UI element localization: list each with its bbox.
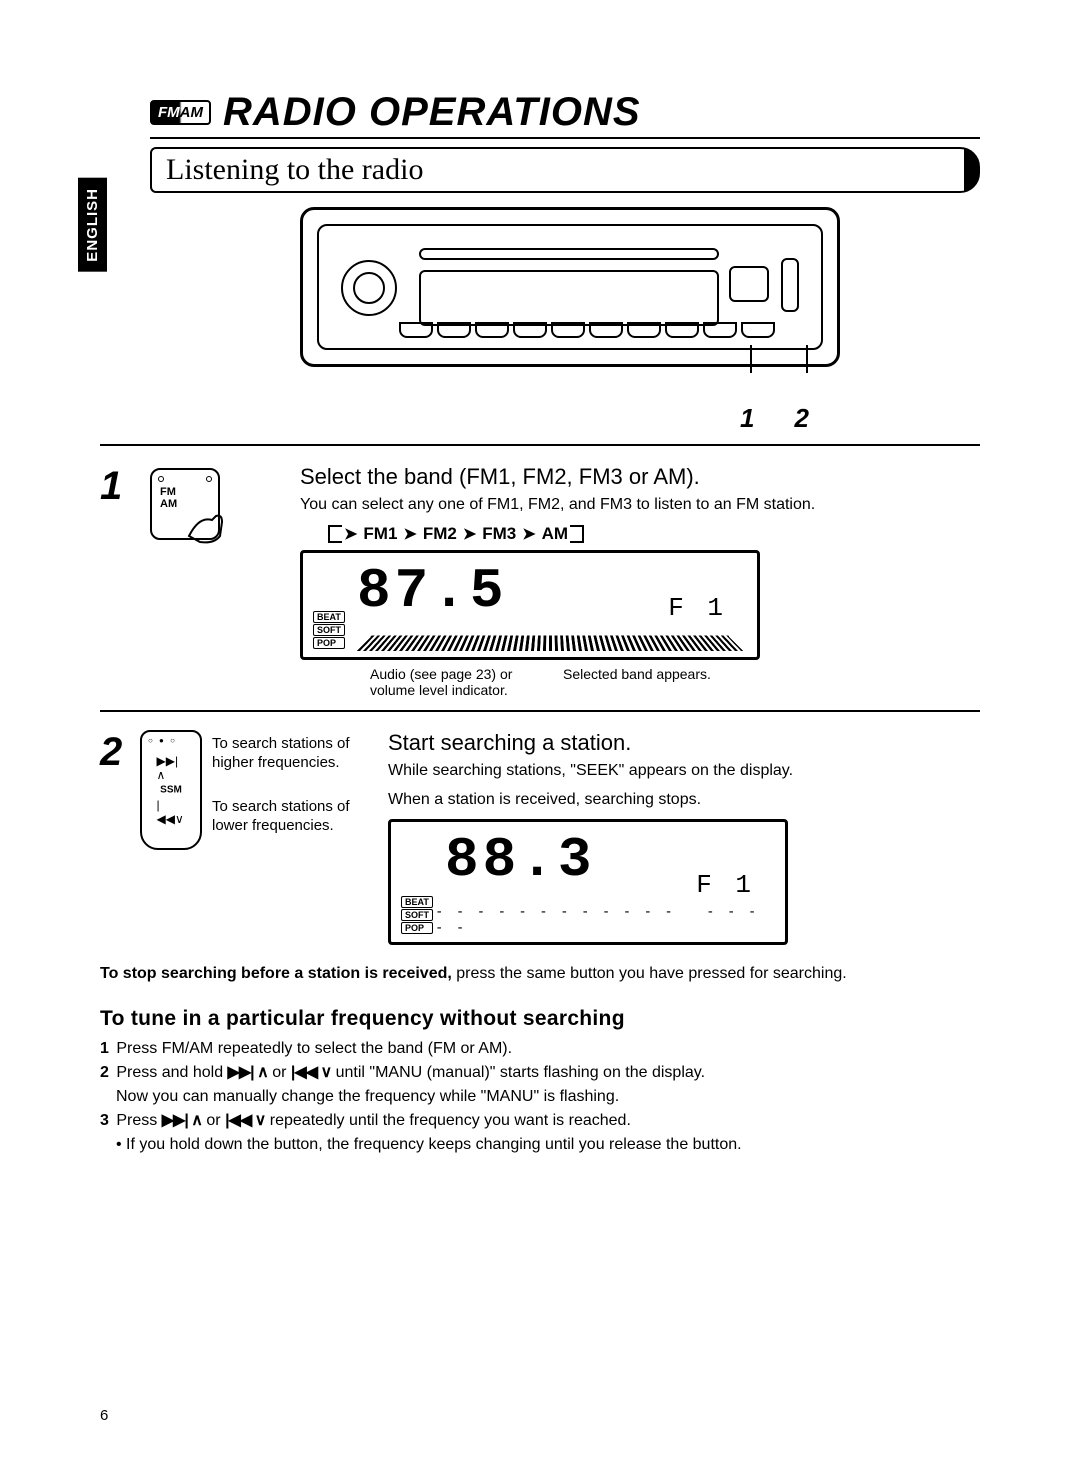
- lcd-display-2: 88.3 BEAT SOFT POP F 1 - - - - - - - - -…: [388, 819, 788, 945]
- search-lower-note: To search stations of lower frequencies.: [212, 797, 370, 836]
- step-2: 2 ○ ● ○ ▶▶|∧ SSM |◀◀∨ To search stations…: [100, 730, 980, 945]
- search-higher-note: To search stations of higher frequencies…: [212, 734, 370, 773]
- rev-glyph: |◀◀ ∨: [291, 1064, 331, 1081]
- note-audio: Audio (see page 23) or volume level indi…: [300, 666, 553, 698]
- fm-am-button-illustration: FM AM: [150, 468, 220, 540]
- radio-illustration: [300, 207, 840, 367]
- step-2-title: Start searching a station.: [388, 730, 980, 756]
- seq-fm1: FM1: [363, 524, 397, 544]
- manual-page: ENGLISH FMAM RADIO OPERATIONS Listening …: [0, 0, 1080, 1197]
- stop-searching-note: To stop searching before a station is re…: [100, 963, 980, 985]
- step-2-desc2: When a station is received, searching st…: [388, 789, 980, 811]
- lcd-band: F 1: [668, 593, 727, 623]
- step-1: 1 FM AM Select the band (FM1, FM2, FM3 o…: [100, 464, 980, 698]
- note-band: Selected band appears.: [553, 666, 760, 698]
- badge-pop-2: POP: [401, 922, 433, 934]
- tune-1: Press FM/AM repeatedly to select the ban…: [112, 1040, 512, 1057]
- badge-pop: POP: [313, 637, 345, 649]
- stop-note-rest: press the same button you have pressed f…: [452, 965, 847, 982]
- title-row: FMAM RADIO OPERATIONS: [150, 90, 980, 139]
- tune-3-num: 3: [100, 1112, 109, 1129]
- callout-2: 2: [794, 403, 808, 434]
- step-2-number: 2: [100, 730, 140, 775]
- fm-label: FM: [160, 486, 177, 498]
- lcd-band-2: F 1: [696, 870, 755, 900]
- lcd-badges: BEAT SOFT POP: [313, 611, 345, 649]
- fm-text: FM: [158, 104, 180, 121]
- am-text: AM: [180, 104, 203, 121]
- subtitle-bar: Listening to the radio: [150, 147, 980, 193]
- ssm-button-illustration: ○ ● ○ ▶▶|∧ SSM |◀◀∨: [140, 730, 202, 850]
- callout-1: 1: [740, 403, 754, 434]
- badge-beat-2: BEAT: [401, 896, 433, 908]
- tune-2-num: 2: [100, 1064, 109, 1081]
- fmam-badge: FMAM: [150, 100, 211, 125]
- tune-2c: until "MANU (manual)" starts flashing on…: [331, 1064, 705, 1081]
- page-number: 6: [100, 1407, 108, 1424]
- tune-2-sub: Now you can manually change the frequenc…: [100, 1085, 980, 1109]
- tune-3-sub: • If you hold down the button, the frequ…: [100, 1133, 980, 1157]
- tune-instructions: 1 Press FM/AM repeatedly to select the b…: [100, 1037, 980, 1157]
- hand-icon: [184, 506, 234, 546]
- tune-1-num: 1: [100, 1040, 109, 1057]
- callout-lines: [300, 373, 840, 403]
- lcd-notes: Audio (see page 23) or volume level indi…: [300, 666, 760, 698]
- lcd-badges-2: BEAT SOFT POP: [401, 896, 433, 934]
- language-tab: ENGLISH: [78, 178, 107, 272]
- callout-numbers: 1 2: [300, 403, 840, 434]
- rev-glyph-2: |◀◀ ∨: [225, 1112, 265, 1129]
- tune-3b: or: [202, 1112, 225, 1129]
- tune-3a: Press: [112, 1112, 162, 1129]
- tune-heading: To tune in a particular frequency withou…: [100, 1007, 980, 1031]
- divider: [100, 444, 980, 446]
- seq-am: AM: [542, 524, 568, 544]
- am-label: AM: [160, 498, 177, 510]
- band-sequence: ➤ FM1 ➤ FM2 ➤ FM3 ➤ AM: [328, 524, 980, 544]
- ssm-label: SSM: [160, 784, 182, 795]
- stop-note-bold: To stop searching before a station is re…: [100, 965, 452, 982]
- step-1-title: Select the band (FM1, FM2, FM3 or AM).: [300, 464, 980, 490]
- step-2-desc1: While searching stations, "SEEK" appears…: [388, 760, 980, 782]
- lcd-display-1: 87.5 BEAT SOFT POP F 1: [300, 550, 760, 660]
- tune-3c: repeatedly until the frequency you want …: [265, 1112, 631, 1129]
- badge-beat: BEAT: [313, 611, 345, 623]
- fwd-glyph: ▶▶| ∧: [228, 1064, 268, 1081]
- badge-soft: SOFT: [313, 624, 345, 636]
- tune-2a: Press and hold: [112, 1064, 228, 1081]
- divider: [100, 710, 980, 712]
- step-1-number: 1: [100, 464, 140, 509]
- step-1-desc: You can select any one of FM1, FM2, and …: [300, 494, 980, 516]
- badge-soft-2: SOFT: [401, 909, 433, 921]
- subtitle: Listening to the radio: [166, 153, 423, 186]
- tune-2b: or: [268, 1064, 291, 1081]
- fwd-glyph-2: ▶▶| ∧: [162, 1112, 202, 1129]
- seq-fm3: FM3: [482, 524, 516, 544]
- seq-fm2: FM2: [423, 524, 457, 544]
- page-title: RADIO OPERATIONS: [223, 90, 641, 135]
